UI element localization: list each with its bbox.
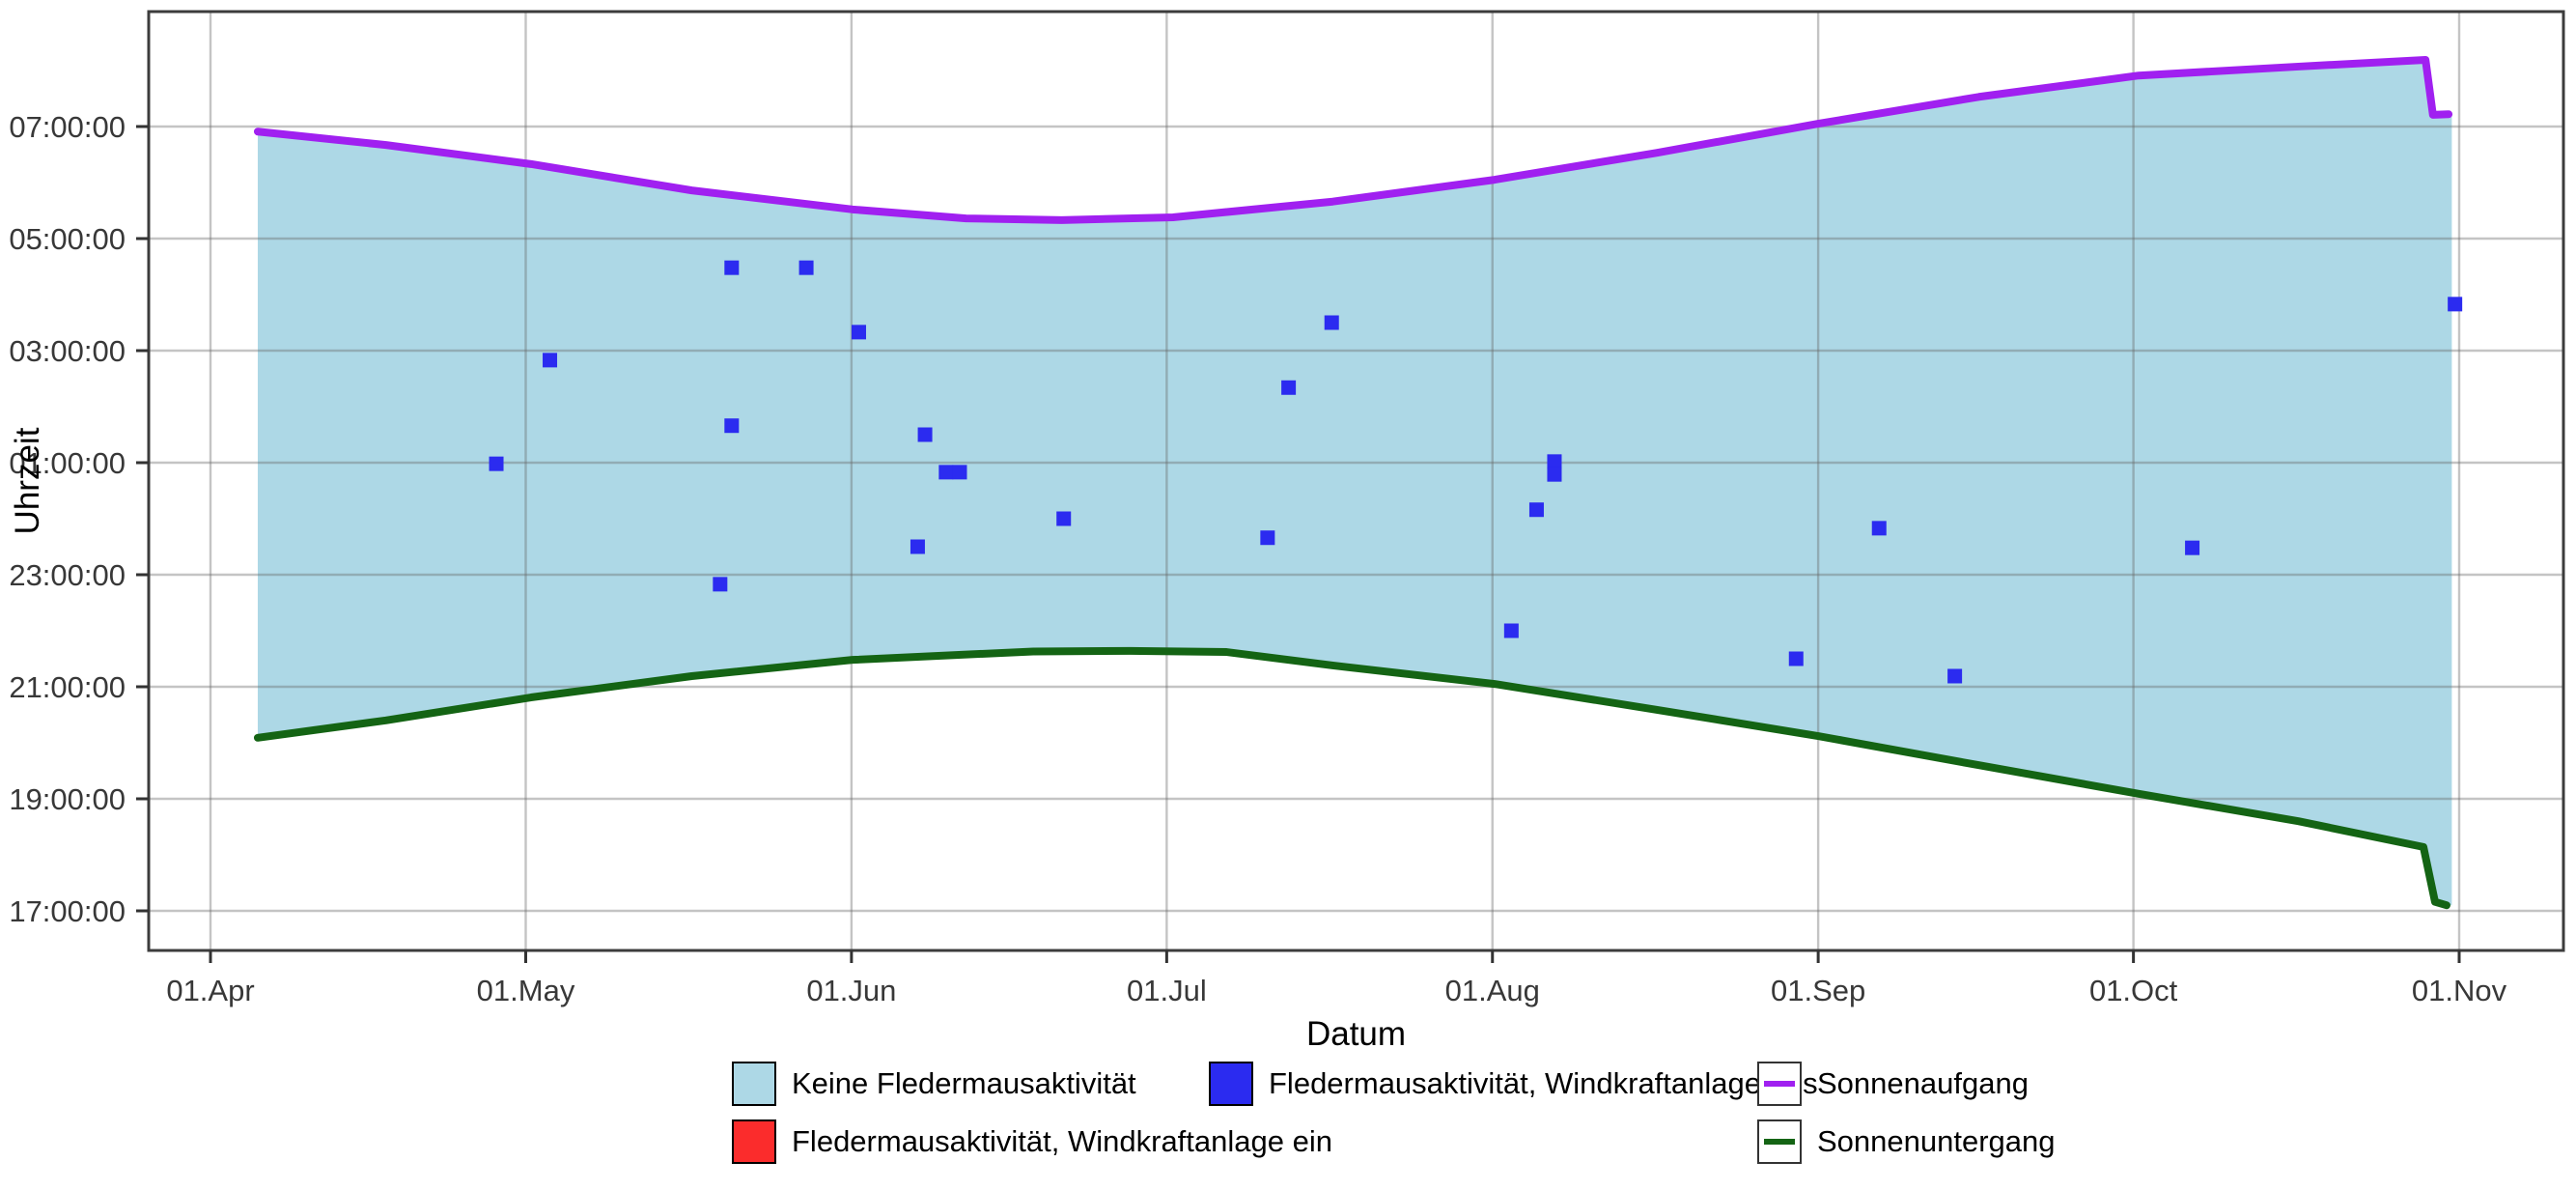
legend-label: Keine Fledermausaktivität <box>792 1066 1136 1100</box>
bat-activity-point <box>952 465 967 480</box>
bat-activity-point <box>1947 668 1963 684</box>
gridlines <box>149 12 2563 950</box>
x-tick-label: 01.Jun <box>806 974 896 1007</box>
x-axis-title: Datum <box>1306 1015 1406 1049</box>
legend: Keine Fledermausaktivität Fledermausakti… <box>0 1049 2576 1190</box>
bat-activity-point <box>1547 454 1562 469</box>
y-tick-label: 19:00:00 <box>9 782 126 816</box>
bat-activity-point <box>713 577 728 592</box>
bat-activity-point <box>1324 315 1339 330</box>
legend-label: Fledermausaktivität, Windkraftanlage aus <box>1269 1066 1818 1100</box>
bat-activity-point <box>1281 380 1297 395</box>
x-tick-label: 01.Apr <box>166 974 254 1007</box>
legend-item-no-activity: Keine Fledermausaktivität <box>732 1061 1136 1107</box>
sunset-line-swatch <box>1757 1119 1802 1164</box>
no-activity-swatch <box>732 1062 776 1106</box>
bat-activity-point <box>1528 502 1544 518</box>
bat-activity-point <box>917 427 933 442</box>
y-axis-title: Uhrzeit <box>9 427 46 534</box>
bat-activity-point <box>2448 297 2463 312</box>
bat-activity-point <box>543 353 558 368</box>
bat-activity-point <box>1260 530 1275 546</box>
y-tick-label: 03:00:00 <box>9 334 126 368</box>
bat-activity-point <box>724 418 740 434</box>
legend-label: Sonnenuntergang <box>1817 1124 2056 1158</box>
legend-item-activity-turbine-off: Fledermausaktivität, Windkraftanlage aus <box>1209 1061 1818 1107</box>
bat-activity-point <box>1871 521 1887 536</box>
legend-label: Sonnenaufgang <box>1817 1066 2029 1100</box>
plot-area: 01.Apr 01.May 01.Jun 01.Jul 01.Aug 01.Sep 01.O… <box>9 10 2565 1049</box>
no-activity-band <box>257 59 2452 906</box>
bat-activity-point <box>1503 623 1519 638</box>
legend-item-sunrise: Sonnenaufgang <box>1757 1061 2029 1107</box>
bat-activity-point <box>724 260 740 275</box>
bat-activity-point <box>938 465 954 480</box>
bat-activity-point <box>910 539 925 554</box>
sunrise-line-swatch <box>1757 1062 1802 1106</box>
y-tick-label: 01:00:00 <box>9 446 126 480</box>
sunset-key-line <box>1764 1139 1795 1145</box>
bat-activity-point <box>798 260 814 275</box>
activity-turbine-off-swatch <box>1209 1062 1253 1106</box>
y-tick-label: 05:00:00 <box>9 222 126 256</box>
x-tick-label: 01.Oct <box>2089 974 2178 1007</box>
x-tick-label: 01.Aug <box>1445 974 1540 1007</box>
y-tick-label: 17:00:00 <box>9 894 126 928</box>
y-tick-label: 21:00:00 <box>9 670 126 704</box>
y-tick-label: 23:00:00 <box>9 558 126 592</box>
x-tick-label: 01.Jul <box>1127 974 1207 1007</box>
x-tick-label: 01.May <box>477 974 575 1007</box>
bat-activity-point <box>1547 467 1562 482</box>
panel-border <box>147 10 2565 952</box>
bat-activity-turbine-off-points <box>489 260 2463 684</box>
bat-activity-point <box>1788 651 1804 666</box>
sunset-line <box>253 646 2450 910</box>
legend-item-activity-turbine-on: Fledermausaktivität, Windkraftanlage ein <box>732 1119 1332 1165</box>
activity-turbine-on-swatch <box>732 1119 776 1164</box>
bat-activity-point <box>489 456 504 471</box>
bat-activity-point <box>851 325 866 340</box>
legend-label: Fledermausaktivität, Windkraftanlage ein <box>792 1124 1332 1158</box>
sunrise-line <box>253 55 2453 224</box>
bat-activity-point <box>2185 540 2200 555</box>
x-tick-label: 01.Sep <box>1771 974 1865 1007</box>
bat-activity-point <box>1056 511 1072 526</box>
axes: 01.Apr 01.May 01.Jun 01.Jul 01.Aug 01.Sep 01.O… <box>9 110 2506 1007</box>
x-tick-label: 01.Nov <box>2412 974 2507 1007</box>
legend-item-sunset: Sonnenuntergang <box>1757 1119 2056 1165</box>
y-tick-label: 07:00:00 <box>9 110 126 144</box>
sunrise-key-line <box>1764 1081 1795 1087</box>
